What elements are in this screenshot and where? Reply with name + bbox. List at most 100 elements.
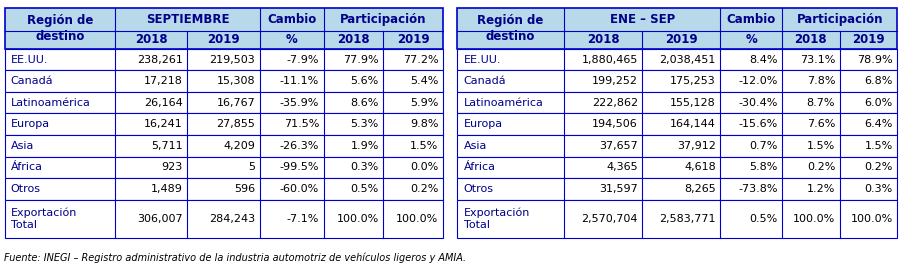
Text: 0.0%: 0.0% <box>410 162 438 172</box>
Text: Canadá: Canadá <box>11 76 53 86</box>
Text: 164,144: 164,144 <box>670 119 716 129</box>
Text: 0.2%: 0.2% <box>864 162 893 172</box>
Text: 2019: 2019 <box>207 33 240 46</box>
Text: 17,218: 17,218 <box>144 76 183 86</box>
Text: -30.4%: -30.4% <box>738 98 778 108</box>
Text: 0.2%: 0.2% <box>410 184 438 194</box>
Text: ENE – SEP: ENE – SEP <box>609 13 675 26</box>
Text: 2018: 2018 <box>795 33 827 46</box>
Bar <box>457 49 897 70</box>
Text: África: África <box>464 162 496 172</box>
Text: 0.5%: 0.5% <box>750 214 778 224</box>
Text: 78.9%: 78.9% <box>857 55 893 65</box>
Bar <box>4 70 443 92</box>
Text: Europa: Europa <box>11 119 50 129</box>
Bar <box>457 49 897 70</box>
Text: 284,243: 284,243 <box>209 214 256 224</box>
Text: %: % <box>745 33 757 46</box>
Text: 175,253: 175,253 <box>670 76 716 86</box>
Bar <box>4 49 443 70</box>
Text: 16,767: 16,767 <box>217 98 256 108</box>
Bar <box>4 8 443 49</box>
Text: 9.8%: 9.8% <box>410 119 438 129</box>
Bar <box>457 92 897 113</box>
Text: 2018: 2018 <box>135 33 167 46</box>
Text: 0.2%: 0.2% <box>806 162 835 172</box>
Text: 238,261: 238,261 <box>137 55 183 65</box>
Text: 8.6%: 8.6% <box>350 98 379 108</box>
Bar <box>4 178 443 199</box>
Text: Participación: Participación <box>796 13 883 26</box>
Bar <box>457 199 897 238</box>
Text: 100.0%: 100.0% <box>337 214 379 224</box>
Text: 5.4%: 5.4% <box>410 76 438 86</box>
Text: -35.9%: -35.9% <box>280 98 319 108</box>
Text: 7.6%: 7.6% <box>806 119 835 129</box>
Text: -11.1%: -11.1% <box>280 76 319 86</box>
Text: 26,164: 26,164 <box>144 98 183 108</box>
Text: Latinoamérica: Latinoamérica <box>11 98 91 108</box>
Text: -15.6%: -15.6% <box>738 119 778 129</box>
Bar <box>4 49 443 70</box>
Text: 2019: 2019 <box>397 33 429 46</box>
Text: 15,308: 15,308 <box>217 76 256 86</box>
Text: 1,880,465: 1,880,465 <box>581 55 638 65</box>
Text: 2,583,771: 2,583,771 <box>660 214 716 224</box>
Bar <box>457 70 897 92</box>
Text: 0.3%: 0.3% <box>350 162 379 172</box>
Text: 77.9%: 77.9% <box>343 55 379 65</box>
Text: 1.2%: 1.2% <box>806 184 835 194</box>
Text: Latinoamérica: Latinoamérica <box>464 98 544 108</box>
Bar <box>457 178 897 199</box>
Text: 5.6%: 5.6% <box>350 76 379 86</box>
Bar <box>4 199 443 238</box>
Bar <box>4 113 443 135</box>
Bar <box>457 199 897 238</box>
Text: Otros: Otros <box>464 184 493 194</box>
Text: 100.0%: 100.0% <box>850 214 893 224</box>
Text: 27,855: 27,855 <box>216 119 256 129</box>
Text: Canadá: Canadá <box>464 76 506 86</box>
Bar <box>4 199 443 238</box>
Text: África: África <box>11 162 43 172</box>
Text: 6.0%: 6.0% <box>865 98 893 108</box>
Text: 1,489: 1,489 <box>151 184 183 194</box>
Text: 100.0%: 100.0% <box>793 214 835 224</box>
Text: Exportación
Total: Exportación Total <box>11 208 77 230</box>
Bar <box>4 113 443 135</box>
Text: 306,007: 306,007 <box>138 214 183 224</box>
Text: 219,503: 219,503 <box>210 55 256 65</box>
Text: -26.3%: -26.3% <box>280 141 319 151</box>
Text: Participación: Participación <box>340 13 427 26</box>
Text: 194,506: 194,506 <box>592 119 638 129</box>
Text: 5.9%: 5.9% <box>410 98 438 108</box>
Text: Región de
destino: Región de destino <box>27 14 93 43</box>
Text: -12.0%: -12.0% <box>738 76 778 86</box>
Bar <box>4 135 443 156</box>
Text: 100.0%: 100.0% <box>396 214 438 224</box>
Text: 2,038,451: 2,038,451 <box>660 55 716 65</box>
Text: Europa: Europa <box>464 119 502 129</box>
Text: 4,209: 4,209 <box>223 141 256 151</box>
Text: Región de
destino: Región de destino <box>478 14 544 43</box>
Bar <box>457 8 897 49</box>
Text: -7.9%: -7.9% <box>287 55 320 65</box>
Text: 31,597: 31,597 <box>599 184 638 194</box>
Text: 8,265: 8,265 <box>684 184 716 194</box>
Text: 155,128: 155,128 <box>670 98 716 108</box>
Text: 6.4%: 6.4% <box>864 119 893 129</box>
Bar <box>457 156 897 178</box>
Bar <box>457 8 897 49</box>
Bar <box>4 156 443 178</box>
Text: Otros: Otros <box>11 184 40 194</box>
Text: 923: 923 <box>162 162 183 172</box>
Text: 2019: 2019 <box>665 33 698 46</box>
Text: SEPTIEMBRE: SEPTIEMBRE <box>146 13 230 26</box>
Text: %: % <box>286 33 298 46</box>
Text: 77.2%: 77.2% <box>402 55 438 65</box>
Bar <box>457 135 897 156</box>
Text: 4,618: 4,618 <box>684 162 716 172</box>
Text: 71.5%: 71.5% <box>284 119 320 129</box>
Text: 5.8%: 5.8% <box>750 162 778 172</box>
Text: 0.7%: 0.7% <box>750 141 778 151</box>
